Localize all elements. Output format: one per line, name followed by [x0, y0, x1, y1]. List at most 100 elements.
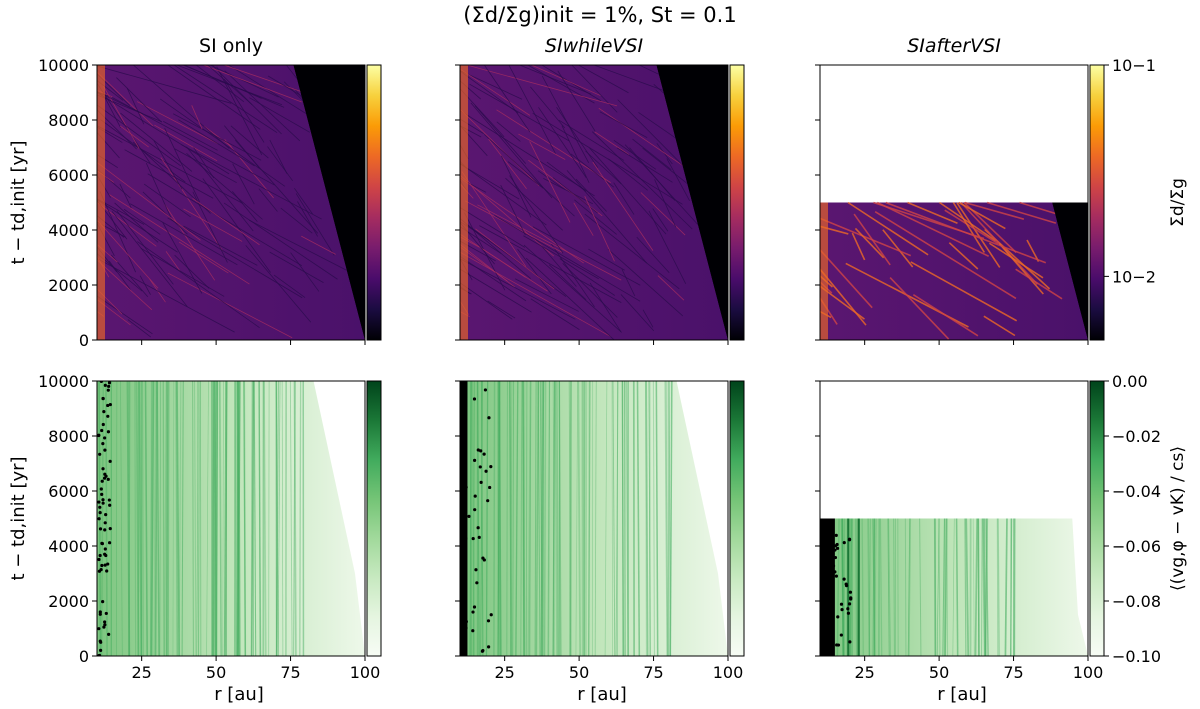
- velocity-streak: [936, 518, 940, 656]
- particle-marker: [471, 610, 475, 614]
- density-streak: [267, 146, 293, 182]
- density-streak: [482, 248, 548, 292]
- density-streak: [164, 127, 200, 203]
- density-streak: [248, 219, 347, 271]
- velocity-streak: [604, 381, 608, 656]
- velocity-streak: [156, 381, 160, 656]
- colorbar-tick-label: 10−2: [1112, 267, 1156, 286]
- velocity-streak: [159, 381, 161, 656]
- velocity-streak: [100, 381, 105, 656]
- axes-frame: [819, 64, 1089, 341]
- particle-marker: [101, 396, 105, 401]
- particle-marker: [108, 503, 112, 507]
- density-streak: [460, 240, 496, 262]
- density-streak: [523, 244, 622, 333]
- density-streak: [487, 300, 516, 319]
- x-axis-label: r [au]: [937, 684, 987, 705]
- density-streak: [571, 65, 618, 113]
- density-streak: [460, 108, 540, 187]
- density-streak: [186, 146, 254, 232]
- density-streak: [193, 147, 215, 179]
- colorbar-tick-label: −0.04: [1112, 482, 1161, 501]
- velocity-streak: [166, 381, 169, 656]
- axes-frame: [96, 64, 366, 341]
- density-streak: [500, 185, 526, 236]
- colorbar-tick-label: 0.00: [1112, 372, 1148, 391]
- density-streak: [301, 235, 336, 255]
- density-streak: [530, 298, 580, 330]
- density-streak: [551, 243, 595, 308]
- density-streak: [143, 183, 191, 218]
- density-streak: [269, 251, 324, 283]
- particle-marker: [820, 548, 824, 552]
- density-streak: [116, 77, 162, 123]
- velocity-streak: [285, 381, 287, 656]
- density-streak: [1026, 239, 1040, 262]
- density-streak: [137, 241, 260, 329]
- heatmap-content: [820, 518, 1088, 656]
- inner-edge-bright: [820, 202, 828, 340]
- density-streak: [460, 110, 595, 197]
- density-streak: [483, 134, 575, 217]
- density-streak: [948, 242, 979, 270]
- velocity-streak: [522, 381, 526, 656]
- density-streak: [541, 75, 590, 163]
- panel-velocity-si-after-vsi: 25 50 75 100 r [au]: [815, 380, 1103, 705]
- velocity-streak: [233, 381, 237, 656]
- velocity-streak: [105, 381, 108, 656]
- density-streak: [97, 246, 118, 273]
- density-streak: [525, 257, 614, 340]
- velocity-streak: [253, 381, 257, 656]
- velocity-streak: [568, 381, 572, 656]
- velocity-streak: [541, 381, 545, 656]
- velocity-streak: [233, 381, 237, 656]
- particle-band: [460, 381, 468, 656]
- velocity-streak: [222, 381, 224, 656]
- velocity-streak: [873, 518, 876, 656]
- velocity-streak: [510, 381, 513, 656]
- particle-marker: [820, 574, 824, 579]
- particle-marker: [833, 548, 837, 552]
- density-streak: [460, 118, 484, 134]
- density-streak: [874, 210, 1017, 300]
- particle-marker: [463, 477, 467, 482]
- particle-marker: [475, 581, 479, 585]
- density-streak: [167, 217, 303, 299]
- velocity-streak: [845, 518, 848, 656]
- density-streak: [216, 66, 263, 156]
- density-streak: [97, 215, 125, 238]
- density-streak: [578, 65, 629, 94]
- colorbar-tick-label: −0.02: [1112, 427, 1161, 446]
- particle-marker: [100, 492, 104, 496]
- particle-marker: [822, 638, 826, 643]
- density-streak: [123, 208, 161, 235]
- panel-title: SIwhileVSI: [545, 35, 644, 57]
- density-streak: [591, 131, 693, 230]
- velocity-streak: [965, 518, 970, 656]
- velocity-streak: [172, 381, 175, 656]
- density-streak: [269, 139, 288, 174]
- velocity-streak: [537, 381, 541, 656]
- density-streak: [97, 71, 154, 127]
- density-streak: [607, 248, 684, 317]
- particle-marker: [100, 541, 104, 545]
- density-streak: [535, 239, 577, 287]
- particle-marker: [108, 526, 112, 531]
- colorbar-velocity-si-while-vsi: [729, 380, 745, 657]
- velocity-streak: [919, 518, 922, 656]
- velocity-streak: [525, 381, 528, 656]
- density-streak: [573, 202, 594, 236]
- density-streak: [561, 125, 590, 183]
- particle-marker: [107, 384, 111, 388]
- density-streak: [153, 140, 183, 190]
- density-streak: [234, 139, 319, 234]
- particle-marker: [98, 612, 102, 616]
- density-streak: [964, 201, 1025, 220]
- velocity-streak: [541, 381, 545, 656]
- density-streak: [460, 251, 612, 338]
- particle-marker: [460, 384, 465, 388]
- particle-marker: [473, 508, 477, 512]
- velocity-streak: [534, 381, 537, 656]
- density-streak: [224, 139, 274, 199]
